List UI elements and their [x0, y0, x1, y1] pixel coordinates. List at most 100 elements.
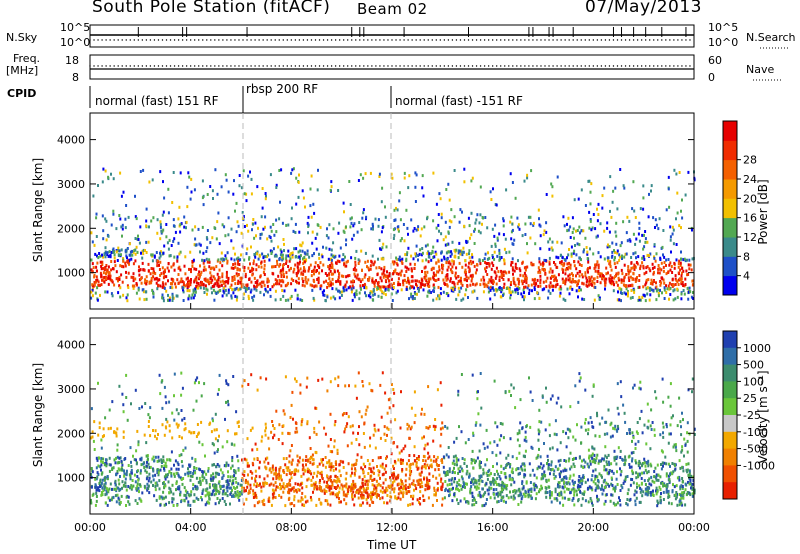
range-gate-cell: [159, 170, 162, 174]
range-gate-cell: [597, 269, 600, 273]
range-gate-cell: [456, 282, 459, 286]
range-gate-cell: [545, 230, 548, 234]
y-tick-label: 4000: [57, 134, 85, 147]
range-gate-cell: [591, 503, 594, 507]
range-gate-cell: [537, 284, 540, 288]
range-gate-cell: [155, 276, 158, 280]
range-gate-cell: [311, 284, 314, 288]
range-gate-cell: [183, 225, 186, 229]
range-gate-cell: [365, 294, 368, 298]
range-gate-cell: [571, 287, 574, 291]
range-gate-cell: [659, 495, 662, 499]
range-gate-cell: [533, 282, 536, 286]
range-gate-cell: [407, 276, 409, 280]
range-gate-cell: [675, 258, 678, 262]
range-gate-cell: [311, 462, 314, 466]
range-gate-cell: [659, 288, 661, 292]
range-gate-cell: [436, 455, 439, 459]
range-gate-cell: [487, 251, 489, 255]
range-gate-cell: [194, 290, 197, 294]
range-gate-cell: [492, 280, 495, 284]
range-gate-cell: [314, 261, 317, 265]
range-gate-cell: [606, 221, 609, 225]
range-gate-cell: [638, 221, 641, 225]
range-gate-cell: [365, 486, 368, 490]
range-gate-cell: [137, 288, 140, 292]
range-gate-cell: [511, 257, 514, 261]
range-gate-cell: [190, 296, 193, 300]
range-gate-cell: [415, 173, 418, 177]
range-gate-cell: [648, 288, 651, 292]
nave-point: [479, 65, 482, 67]
range-gate-cell: [231, 288, 234, 292]
range-gate-cell: [657, 294, 660, 298]
range-gate-cell: [619, 473, 622, 477]
range-gate-cell: [444, 235, 447, 239]
nsearch-point: [177, 39, 180, 41]
range-gate-cell: [412, 257, 415, 261]
range-gate-cell: [428, 472, 431, 476]
range-gate-cell: [509, 172, 512, 176]
range-gate-cell: [468, 252, 470, 256]
range-gate-cell: [483, 492, 486, 496]
range-gate-cell: [528, 462, 531, 466]
range-gate-cell: [337, 279, 340, 283]
range-gate-cell: [692, 291, 694, 294]
range-gate-cell: [498, 248, 501, 252]
range-gate-cell: [620, 395, 623, 399]
range-gate-cell: [632, 266, 635, 270]
range-gate-cell: [493, 478, 496, 482]
range-gate-cell: [668, 432, 671, 436]
range-gate-cell: [173, 237, 176, 241]
range-gate-cell: [451, 265, 454, 269]
range-gate-cell: [622, 220, 625, 224]
range-gate-cell: [125, 204, 128, 207]
range-gate-cell: [354, 256, 357, 260]
nave-point: [516, 65, 518, 67]
range-gate-cell: [668, 205, 671, 209]
range-gate-cell: [532, 223, 535, 227]
range-gate-cell: [275, 409, 278, 413]
range-gate-cell: [634, 277, 637, 281]
range-gate-cell: [264, 255, 267, 259]
range-gate-cell: [237, 224, 240, 228]
range-gate-cell: [524, 222, 527, 226]
range-gate-cell: [630, 477, 632, 481]
range-gate-cell: [553, 432, 556, 436]
range-gate-cell: [594, 434, 597, 438]
range-gate-cell: [632, 271, 635, 275]
range-gate-cell: [402, 447, 405, 451]
range-gate-cell: [509, 293, 512, 297]
nsearch-point: [383, 39, 385, 41]
range-gate-cell: [237, 279, 240, 283]
range-gate-cell: [177, 217, 180, 221]
range-gate-cell: [636, 485, 638, 489]
range-gate-cell: [205, 479, 208, 482]
nave-point: [415, 65, 417, 67]
range-gate-cell: [214, 437, 217, 441]
range-gate-cell: [596, 207, 598, 211]
range-gate-cell: [586, 252, 589, 256]
range-gate-cell: [195, 281, 198, 285]
range-gate-cell: [393, 233, 396, 237]
range-gate-cell: [529, 390, 532, 394]
range-gate-cell: [221, 294, 224, 298]
nsearch-point: [407, 39, 409, 41]
range-gate-cell: [241, 282, 244, 286]
range-gate-cell: [577, 260, 580, 264]
nave-point: [89, 65, 91, 67]
range-gate-cell: [377, 218, 380, 222]
range-gate-cell: [285, 271, 288, 275]
range-gate-cell: [633, 209, 636, 213]
range-gate-cell: [597, 294, 600, 298]
range-gate-cell: [311, 453, 314, 457]
range-gate-cell: [137, 234, 139, 238]
range-gate-cell: [405, 208, 408, 212]
range-gate-cell: [571, 277, 574, 281]
range-gate-cell: [573, 490, 576, 494]
range-gate-cell: [205, 481, 208, 485]
range-gate-cell: [431, 266, 434, 270]
range-gate-cell: [254, 255, 257, 259]
range-gate-cell: [313, 298, 316, 302]
range-gate-cell: [145, 275, 148, 279]
